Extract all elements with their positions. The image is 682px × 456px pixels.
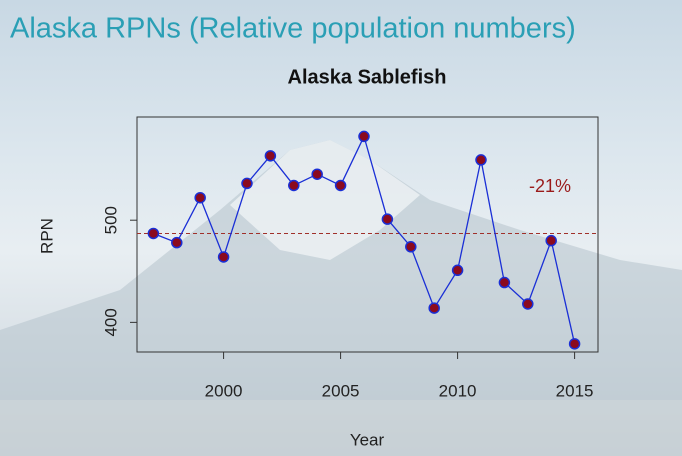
- data-point: [289, 180, 299, 190]
- chart-title: Alaska Sablefish: [288, 66, 447, 88]
- sea: [0, 400, 682, 456]
- data-point: [148, 228, 158, 238]
- x-tick-label: 2005: [322, 381, 360, 400]
- annotation: -21%: [529, 176, 571, 196]
- data-point: [359, 131, 369, 141]
- data-point: [546, 236, 556, 246]
- y-tick-label: 400: [101, 308, 120, 336]
- data-point: [172, 238, 182, 248]
- data-point: [382, 214, 392, 224]
- x-axis-label: Year: [350, 430, 385, 449]
- data-point: [429, 303, 439, 313]
- data-point: [406, 242, 416, 252]
- data-point: [499, 278, 509, 288]
- data-point: [219, 252, 229, 262]
- data-point: [265, 151, 275, 161]
- chart: Alaska RPNs (Relative population numbers…: [0, 0, 682, 456]
- y-tick-label: 500: [101, 206, 120, 234]
- data-point: [312, 169, 322, 179]
- data-point: [523, 299, 533, 309]
- data-point: [453, 265, 463, 275]
- data-point: [242, 178, 252, 188]
- data-point: [570, 339, 580, 349]
- x-tick-label: 2000: [205, 381, 243, 400]
- x-tick-label: 2010: [439, 381, 477, 400]
- data-point: [195, 193, 205, 203]
- data-point: [336, 180, 346, 190]
- slide: Alaska RPNs (Relative population numbers…: [0, 0, 682, 456]
- data-point: [476, 155, 486, 165]
- slide-title: Alaska RPNs (Relative population numbers…: [10, 13, 576, 45]
- y-axis-label: RPN: [37, 218, 56, 254]
- x-tick-label: 2015: [556, 381, 594, 400]
